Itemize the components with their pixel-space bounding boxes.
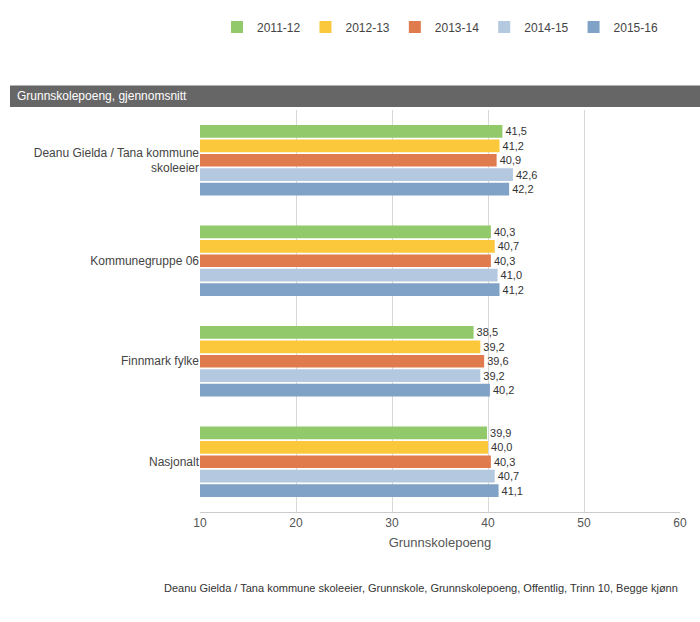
- svg-text:41,0: 41,0: [501, 269, 522, 281]
- svg-text:Kommunegruppe 06: Kommunegruppe 06: [90, 254, 199, 268]
- svg-text:39,2: 39,2: [483, 370, 504, 382]
- svg-text:40,7: 40,7: [498, 240, 519, 252]
- svg-text:2012-13: 2012-13: [345, 21, 389, 35]
- svg-text:10: 10: [193, 516, 207, 530]
- svg-text:41,2: 41,2: [503, 284, 524, 296]
- svg-text:41,2: 41,2: [503, 140, 524, 152]
- svg-text:41,5: 41,5: [505, 125, 526, 137]
- svg-text:42,2: 42,2: [512, 183, 533, 195]
- svg-text:Finnmark fylke: Finnmark fylke: [121, 354, 199, 368]
- svg-text:39,2: 39,2: [483, 341, 504, 353]
- svg-text:40: 40: [481, 516, 495, 530]
- svg-text:Deanu Gielda / Tana kommune sk: Deanu Gielda / Tana kommune skoleeier, G…: [164, 582, 678, 594]
- svg-text:2011-12: 2011-12: [257, 21, 300, 35]
- svg-text:30: 30: [385, 516, 399, 530]
- svg-text:50: 50: [577, 516, 591, 530]
- svg-text:Nasjonalt: Nasjonalt: [149, 455, 200, 469]
- svg-text:2015-16: 2015-16: [614, 21, 658, 35]
- svg-text:40,7: 40,7: [498, 470, 519, 482]
- svg-text:38,5: 38,5: [477, 326, 498, 338]
- svg-text:41,1: 41,1: [502, 485, 523, 497]
- svg-text:42,6: 42,6: [516, 169, 537, 181]
- svg-text:40,3: 40,3: [494, 226, 515, 238]
- svg-text:Grunnskolepoeng, gjennomsnitt: Grunnskolepoeng, gjennomsnitt: [17, 89, 187, 103]
- svg-text:39,9: 39,9: [490, 427, 511, 439]
- svg-text:40,2: 40,2: [493, 384, 514, 396]
- svg-text:40,9: 40,9: [500, 154, 521, 166]
- svg-text:60: 60: [673, 516, 687, 530]
- svg-text:Deanu Gielda / Tana kommunesko: Deanu Gielda / Tana kommuneskoleeier: [34, 146, 200, 176]
- svg-text:40,0: 40,0: [491, 441, 512, 453]
- svg-text:Grunnskolepoeng: Grunnskolepoeng: [389, 535, 492, 550]
- svg-text:2013-14: 2013-14: [435, 21, 479, 35]
- svg-text:39,6: 39,6: [487, 355, 508, 367]
- svg-text:20: 20: [289, 516, 303, 530]
- svg-text:40,3: 40,3: [494, 456, 515, 468]
- svg-text:2014-15: 2014-15: [524, 21, 568, 35]
- svg-text:40,3: 40,3: [494, 255, 515, 267]
